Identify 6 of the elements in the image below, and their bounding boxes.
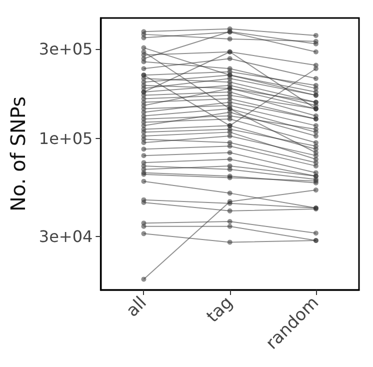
x-tick-label: tag: [203, 292, 237, 327]
y-tick-label: 3e+04: [38, 226, 93, 246]
y-tick-label: 3e+05: [38, 40, 93, 59]
y-axis-title: No. of SNPs: [6, 96, 30, 212]
y-tick-label: 1e+05: [38, 128, 93, 148]
x-tick-label: all: [122, 292, 151, 322]
